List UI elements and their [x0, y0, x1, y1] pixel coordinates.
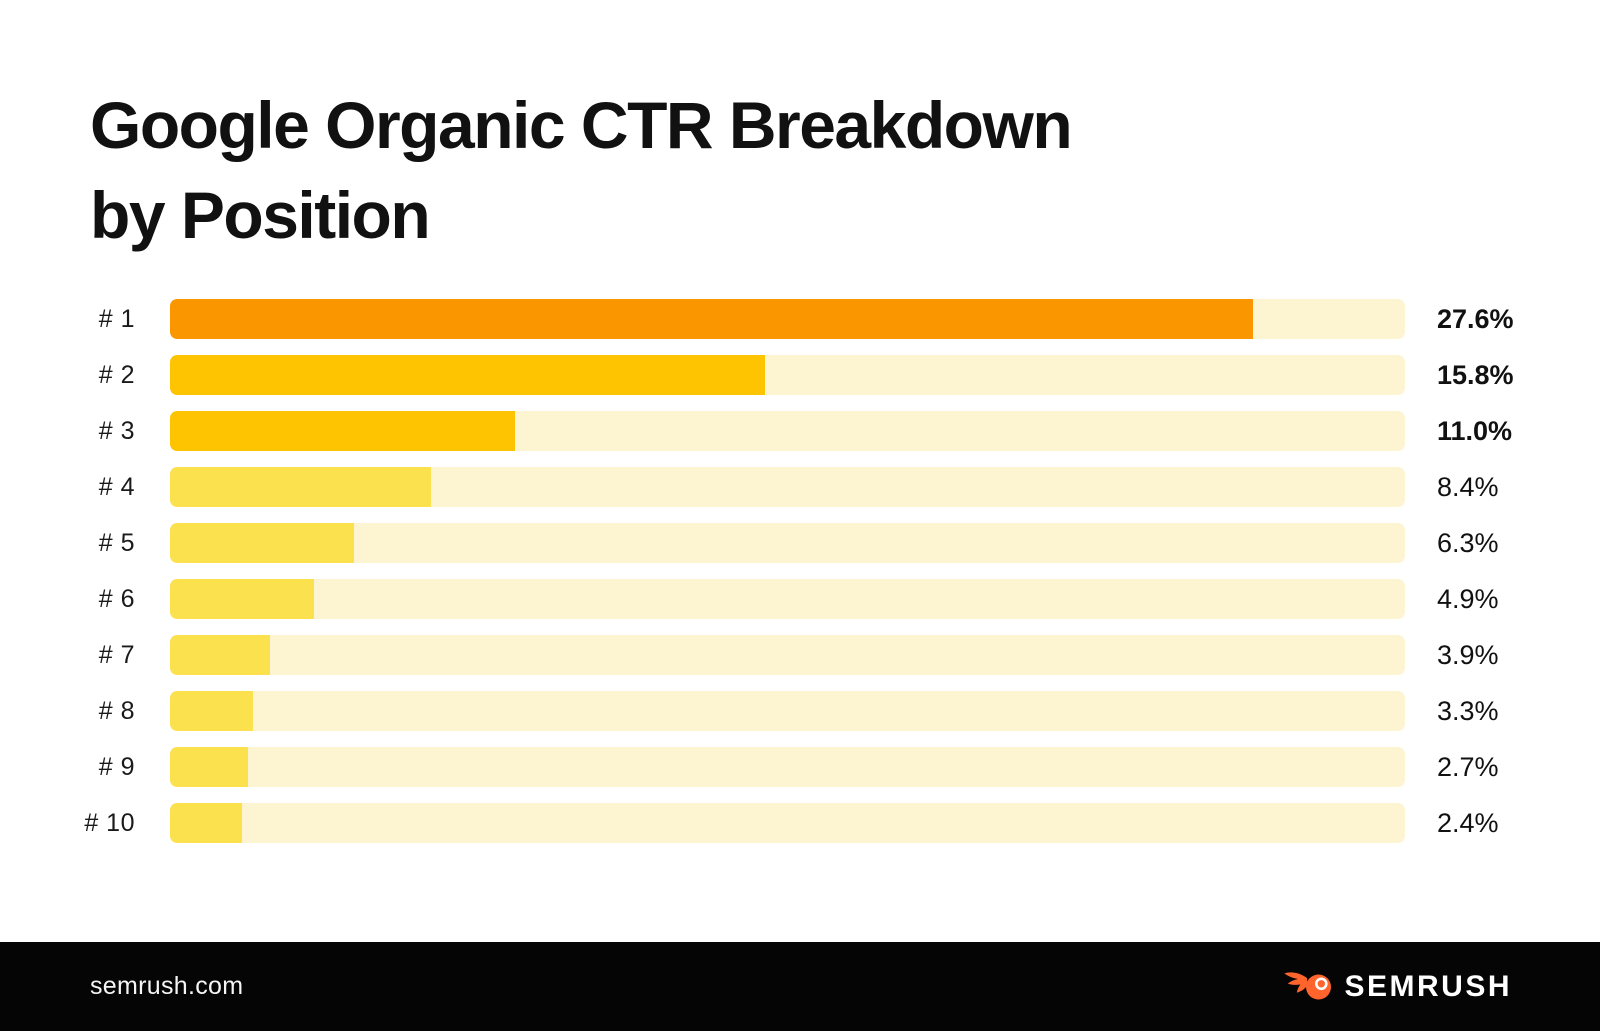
- chart-row: # 9 2.7%: [0, 747, 1600, 787]
- bar-fill: [170, 635, 271, 675]
- bar-chart: # 1 27.6% # 2 15.8% # 3 11.0% # 4 8.4% # 5 6.3% # …: [0, 299, 1600, 859]
- value-label: 4.9%: [1437, 583, 1499, 614]
- position-label: # 5: [98, 528, 135, 557]
- chart-row: # 4 8.4%: [0, 467, 1600, 507]
- chart-row: # 1 27.6%: [0, 299, 1600, 339]
- value-label: 3.9%: [1437, 639, 1499, 670]
- value-label: 6.3%: [1437, 527, 1499, 558]
- chart-row: # 3 11.0%: [0, 411, 1600, 451]
- position-label: # 1: [98, 304, 135, 333]
- position-label: # 2: [98, 360, 135, 389]
- position-label: # 7: [98, 640, 135, 669]
- chart-row: # 5 6.3%: [0, 523, 1600, 563]
- bar-track: [170, 579, 1405, 619]
- chart-row: # 6 4.9%: [0, 579, 1600, 619]
- bar-track: [170, 467, 1405, 507]
- bar-track: [170, 299, 1405, 339]
- value-label: 11.0%: [1437, 415, 1513, 446]
- chart-title: Google Organic CTR Breakdown by Position: [90, 80, 1073, 260]
- chart-row: # 10 2.4%: [0, 803, 1600, 843]
- position-label: # 3: [98, 416, 135, 445]
- position-label: # 4: [98, 472, 135, 501]
- footer-bar: semrush.com SEMRUSH: [0, 942, 1600, 1031]
- chart-row: # 2 15.8%: [0, 355, 1600, 395]
- value-label: 2.7%: [1437, 751, 1499, 782]
- bar-fill: [170, 299, 1254, 339]
- bar-track: [170, 691, 1405, 731]
- bar-fill: [170, 411, 515, 451]
- bar-fill: [170, 355, 766, 395]
- bar-fill: [170, 579, 315, 619]
- semrush-flame-icon: [1284, 971, 1332, 999]
- position-label: # 9: [98, 752, 135, 781]
- bar-track: [170, 523, 1405, 563]
- chart-row: # 8 3.3%: [0, 691, 1600, 731]
- value-label: 15.8%: [1437, 359, 1514, 390]
- bar-track: [170, 635, 1405, 675]
- position-label: # 6: [98, 584, 135, 613]
- bar-fill: [170, 523, 354, 563]
- value-label: 8.4%: [1437, 471, 1499, 502]
- chart-title-line2: by Position: [90, 178, 431, 252]
- bar-track: [170, 355, 1405, 395]
- bar-fill: [170, 747, 248, 787]
- bar-track: [170, 803, 1405, 843]
- bar-track: [170, 411, 1405, 451]
- brand-logo: SEMRUSH: [1283, 970, 1512, 1004]
- value-label: 2.4%: [1437, 807, 1499, 838]
- position-label: # 8: [98, 696, 135, 725]
- bar-fill: [170, 803, 242, 843]
- chart-title-line1: Google Organic CTR Breakdown: [90, 88, 1073, 162]
- chart-row: # 7 3.9%: [0, 635, 1600, 675]
- value-label: 3.3%: [1437, 695, 1499, 726]
- website-url: semrush.com: [90, 972, 244, 1000]
- position-label: # 10: [84, 808, 135, 837]
- bar-fill: [170, 691, 253, 731]
- value-label: 27.6%: [1437, 303, 1514, 334]
- bar-track: [170, 747, 1405, 787]
- bar-fill: [170, 467, 431, 507]
- brand-name: SEMRUSH: [1344, 969, 1512, 1003]
